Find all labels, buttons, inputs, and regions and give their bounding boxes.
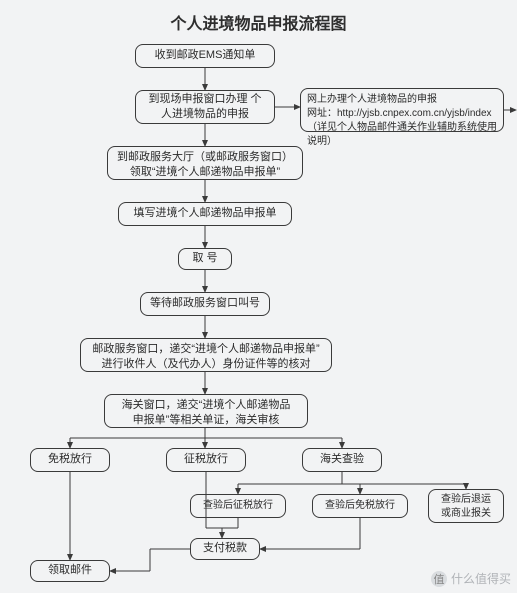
- post-window-l2: 进行收件人（及代办人）身份证件等的核对: [87, 357, 325, 372]
- node-wait-call: 等待邮政服务窗口叫号: [140, 292, 270, 316]
- node-online-declare: 网上办理个人进境物品的申报 网址：http://yjsb.cnpex.com.c…: [300, 88, 504, 132]
- node-post-window: 邮政服务窗口，递交“进境个人邮递物品申报单” 进行收件人（及代办人）身份证件等的…: [80, 338, 332, 372]
- get-form-l2: 领取“进境个人邮递物品申报单”: [114, 165, 296, 180]
- get-form-l1: 到邮政服务大厅（或邮政服务窗口）: [114, 150, 296, 165]
- node-customs-inspect: 海关查验: [302, 448, 382, 472]
- node-get-form: 到邮政服务大厅（或邮政服务窗口） 领取“进境个人邮递物品申报单”: [107, 146, 303, 180]
- online-declare-url: 网址：http://yjsb.cnpex.com.cn/yjsb/index: [307, 107, 497, 121]
- flowchart-page: 个人进境物品申报流程图 收到邮政EMS通知单 到现场申报窗口办理 个人进境物品的…: [0, 0, 517, 593]
- customs-window-l2: 申报单”等相关单证，海关审核: [111, 413, 301, 428]
- node-inspect-return: 查验后退运 或商业报关: [428, 489, 504, 523]
- node-pickup: 领取邮件: [30, 560, 110, 582]
- node-pay-tax: 支付税款: [190, 538, 260, 560]
- customs-window-l1: 海关窗口，递交“进境个人邮递物品: [111, 398, 301, 413]
- online-declare-line1: 网上办理个人进境物品的申报: [307, 93, 497, 107]
- node-tax-pay: 征税放行: [166, 448, 246, 472]
- inspect-return-l1: 查验后退运: [433, 493, 499, 507]
- post-window-l1: 邮政服务窗口，递交“进境个人邮递物品申报单”: [87, 342, 325, 357]
- node-fill-form: 填写进境个人邮递物品申报单: [118, 202, 292, 226]
- watermark-text: 什么值得买: [451, 570, 511, 587]
- node-take-number: 取 号: [178, 248, 232, 270]
- node-customs-window: 海关窗口，递交“进境个人邮递物品 申报单”等相关单证，海关审核: [104, 394, 308, 428]
- page-title: 个人进境物品申报流程图: [0, 10, 517, 34]
- node-onsite-declare: 到现场申报窗口办理 个人进境物品的申报: [135, 90, 275, 124]
- inspect-return-l2: 或商业报关: [433, 507, 499, 521]
- online-declare-note: （详见个人物品邮件通关作业辅助系统使用说明）: [307, 121, 497, 149]
- node-inspect-tax: 查验后征税放行: [190, 494, 286, 518]
- watermark-icon: 值: [431, 571, 447, 587]
- watermark: 值 什么值得买: [431, 570, 511, 587]
- node-inspect-free: 查验后免税放行: [312, 494, 408, 518]
- node-ems-notice: 收到邮政EMS通知单: [135, 44, 275, 68]
- node-tax-free: 免税放行: [30, 448, 110, 472]
